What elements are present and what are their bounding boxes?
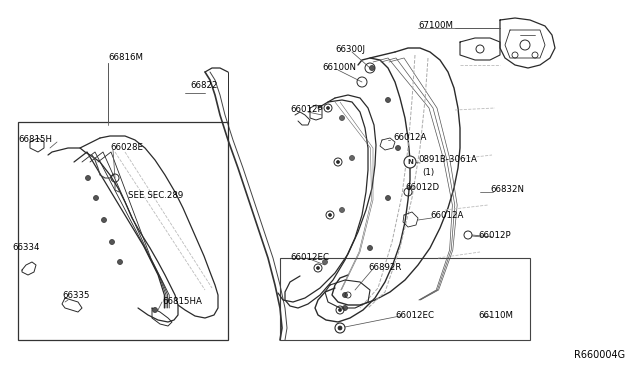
Circle shape [323, 260, 328, 264]
Circle shape [338, 326, 342, 330]
Circle shape [339, 308, 342, 311]
Text: 66334: 66334 [12, 244, 40, 253]
Text: 66012EC: 66012EC [290, 253, 329, 262]
Text: 66892R: 66892R [368, 263, 401, 273]
Text: 66012P: 66012P [478, 231, 511, 240]
Text: 66816M: 66816M [108, 52, 143, 61]
Bar [280, 258, 530, 340]
Circle shape [339, 208, 344, 212]
Text: 66028E: 66028E [110, 144, 143, 153]
Text: 66300J: 66300J [335, 45, 365, 55]
Circle shape [367, 246, 372, 250]
Circle shape [337, 160, 339, 164]
Circle shape [328, 214, 332, 217]
Text: 66100N: 66100N [322, 64, 356, 73]
Circle shape [396, 145, 401, 151]
Text: SEE SEC.289: SEE SEC.289 [128, 190, 183, 199]
Text: 66335: 66335 [62, 292, 90, 301]
Text: 66012A: 66012A [393, 134, 426, 142]
Text: N: N [407, 159, 413, 165]
Text: (1): (1) [422, 167, 434, 176]
Text: 66012P: 66012P [290, 106, 323, 115]
Text: 66822: 66822 [190, 80, 218, 90]
Circle shape [317, 266, 319, 269]
Circle shape [385, 196, 390, 201]
Circle shape [109, 240, 115, 244]
Text: 66012D: 66012D [405, 183, 439, 192]
Text: 66832N: 66832N [490, 186, 524, 195]
Circle shape [349, 155, 355, 160]
Circle shape [342, 292, 348, 298]
Circle shape [93, 196, 99, 201]
Circle shape [369, 65, 374, 71]
Circle shape [335, 323, 345, 333]
Circle shape [385, 97, 390, 103]
Circle shape [118, 260, 122, 264]
Circle shape [342, 305, 348, 311]
Text: 66815H: 66815H [18, 135, 52, 144]
Text: R660004G: R660004G [574, 350, 625, 360]
Circle shape [102, 218, 106, 222]
Text: 0891B-3061A: 0891B-3061A [418, 155, 477, 164]
Text: 67100M: 67100M [418, 20, 453, 29]
Circle shape [404, 156, 416, 168]
Circle shape [152, 308, 157, 312]
Text: 66815HA: 66815HA [162, 298, 202, 307]
Bar [18, 122, 228, 340]
Text: 66012A: 66012A [430, 211, 463, 219]
Text: 66012EC: 66012EC [395, 311, 434, 321]
Circle shape [339, 115, 344, 121]
Circle shape [326, 106, 330, 109]
Text: 66110M: 66110M [478, 311, 513, 321]
Circle shape [86, 176, 90, 180]
